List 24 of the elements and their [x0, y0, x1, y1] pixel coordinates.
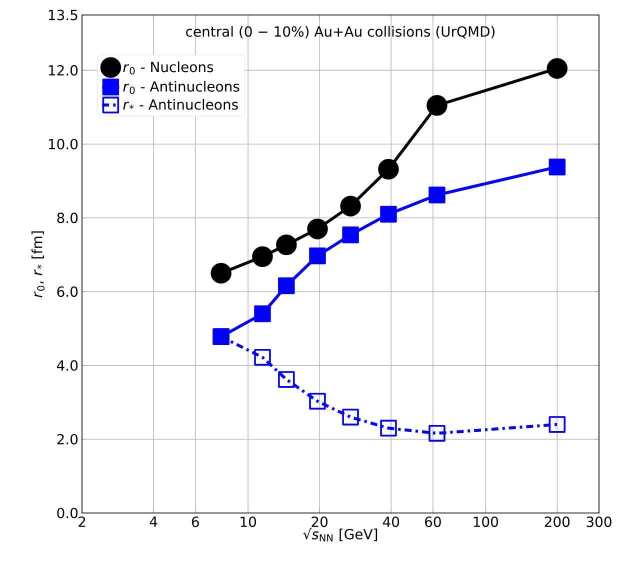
- x-tick-label: 20: [312, 516, 328, 528]
- x-tick-label: 300: [586, 516, 612, 528]
- y-tick-label: 10.0: [48, 138, 78, 150]
- y-tick-label: 13.5: [48, 10, 78, 20]
- y-tick-label: 0.0: [57, 508, 78, 518]
- x-tick-label: 40: [382, 516, 400, 528]
- y-tick-label: 8.0: [57, 212, 78, 224]
- y-tick-label: 12.0: [48, 65, 78, 76]
- x-tick-label: 10: [240, 516, 256, 528]
- y-tick-label: 2.0: [57, 434, 78, 444]
- annotation: central (0 − 10%) Au+Au collisions (UrQMD): [186, 26, 495, 38]
- y-axis-title: r$_{0}$, r$_{*}$ [fm]: [32, 231, 45, 298]
- legend-label: r$_{0}$ - Antinucleons: [123, 80, 240, 94]
- x-tick-label: 100: [474, 516, 498, 528]
- legend-label: r$_{0}$ - Nucleons: [123, 61, 214, 74]
- y-tick-label: 6.0: [57, 286, 78, 297]
- x-tick-label: 200: [544, 516, 570, 528]
- x-tick-label: 6: [192, 516, 199, 528]
- y-tick-label: 4.0: [56, 360, 78, 371]
- x-tick-label: 2: [78, 516, 86, 527]
- x-axis-title: √s$_{NN}$ [GeV]: [303, 528, 378, 542]
- legend-label: r$_{*}$ - Antinucleons: [123, 99, 238, 110]
- x-tick-label: 4: [150, 516, 158, 527]
- x-tick-label: 60: [425, 516, 441, 528]
